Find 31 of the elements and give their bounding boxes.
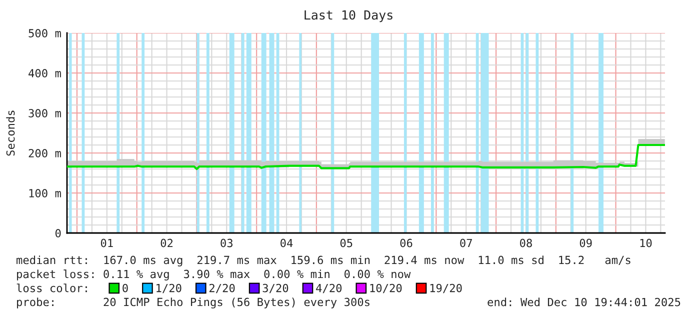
y-tick-label: 500 m [28, 29, 61, 38]
legend-label: 2/20 [209, 284, 235, 294]
legend-label: 10/20 [370, 284, 402, 294]
text: median rtt: 167.0 ms avg 219.7 ms max 159.6 ms min 219.4 ms now 11.0 ms sd 15.2 am/s [16, 256, 630, 266]
text: probe: 20 ICMP Echo Pings (56 Bytes) every 300s [17, 298, 370, 308]
y-tick-label: 300 m [28, 109, 61, 118]
y-tick-label: 0 [55, 229, 61, 238]
x-tick-label: 09 [580, 238, 592, 248]
y-axis-title: Seconds [6, 110, 15, 156]
x-tick-label: 05 [340, 238, 352, 248]
line-series [67, 144, 665, 170]
text: packet loss: 0.11 % avg 3.90 % max 0.00 % min 0.00 % now [17, 270, 411, 280]
x-tick-label: 01 [100, 238, 113, 248]
x-tick-label: 08 [520, 238, 532, 248]
legend-label: 0 [122, 284, 128, 292]
x-tick-label: 02 [160, 238, 173, 248]
y-tick-label: 100 m [29, 189, 61, 198]
x-tick-label: 03 [220, 238, 232, 248]
x-tick-label: 04 [280, 238, 293, 248]
chart-title: Last 10 Days [304, 10, 392, 22]
text: end: Wed Dec 10 19:44:01 2025 [488, 298, 680, 306]
legend-label: 19/20 [430, 284, 462, 294]
text: loss color: [16, 284, 87, 292]
x-tick-label: 07 [460, 238, 472, 248]
x-tick-label: 10 [640, 238, 652, 248]
legend-label: 1/20 [156, 284, 182, 294]
y-tick-label: 400 m [28, 69, 61, 78]
x-tick-label: 06 [400, 238, 412, 248]
y-tick-label: 200 m [28, 149, 61, 158]
legend-label: 4/20 [316, 284, 342, 294]
legend-label: 3/20 [262, 284, 288, 294]
